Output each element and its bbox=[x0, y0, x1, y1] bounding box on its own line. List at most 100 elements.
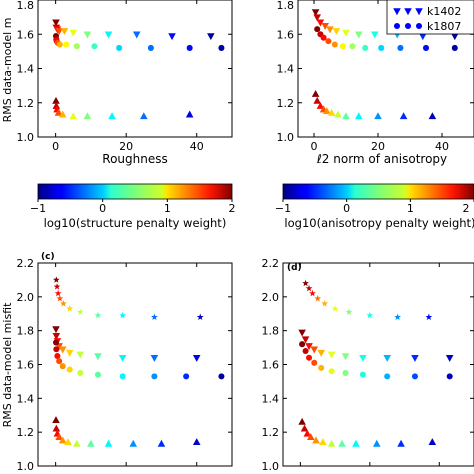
legend-marker-k1402 bbox=[393, 8, 401, 16]
data-point bbox=[58, 436, 67, 444]
data-point bbox=[366, 311, 374, 319]
ytick-label: 1.6 bbox=[277, 28, 295, 41]
panel-b-xlabel: ℓ2 norm of anisotropy bbox=[316, 152, 447, 166]
data-point bbox=[52, 416, 60, 424]
data-point bbox=[157, 439, 166, 447]
legend-marker-k1807 bbox=[393, 22, 401, 30]
legend-marker-k1807 bbox=[415, 22, 423, 30]
data-point bbox=[331, 305, 339, 312]
ytick-label: 1.6 bbox=[17, 359, 35, 372]
ytick-label: 1.4 bbox=[277, 63, 295, 76]
data-point bbox=[355, 31, 363, 39]
data-point bbox=[56, 358, 63, 365]
data-point bbox=[325, 38, 332, 45]
xtick-label: 20 bbox=[119, 140, 133, 153]
colorbar-anisotropy: −1 0 1 2 log10(anisotropy penalty weight) bbox=[275, 183, 474, 230]
ytick-label: 2.2 bbox=[17, 257, 35, 270]
colorbar-tick-label: 2 bbox=[463, 202, 470, 215]
data-point bbox=[52, 96, 60, 104]
data-point bbox=[298, 417, 306, 425]
data-point bbox=[338, 439, 346, 447]
ytick-label: 1.6 bbox=[17, 28, 35, 41]
data-point bbox=[316, 101, 325, 109]
panel-c: 1.0 1.2 1.4 1.6 1.8 2.0 2.2 (c) RMS data-model… bbox=[1, 252, 233, 473]
colorbar-tick-label: 2 bbox=[229, 202, 236, 215]
data-point bbox=[339, 43, 346, 50]
data-point bbox=[60, 28, 69, 36]
data-point bbox=[359, 371, 366, 378]
data-point bbox=[52, 339, 60, 346]
data-point bbox=[419, 33, 427, 41]
data-point bbox=[359, 355, 367, 362]
data-point bbox=[355, 112, 363, 120]
data-point bbox=[52, 424, 61, 432]
data-point bbox=[54, 108, 63, 116]
data-point bbox=[320, 34, 327, 41]
data-point bbox=[69, 29, 78, 37]
panel-d-label: (d) bbox=[287, 263, 302, 273]
data-point bbox=[300, 424, 309, 432]
xtick-label: 40 bbox=[435, 140, 449, 153]
data-point bbox=[451, 33, 459, 41]
panel-c-label: (c) bbox=[41, 252, 55, 262]
data-point bbox=[384, 373, 391, 380]
xtick-label: 0 bbox=[52, 140, 59, 153]
legend-marker-k1402 bbox=[415, 8, 423, 16]
data-point bbox=[312, 436, 320, 444]
data-point bbox=[73, 43, 80, 50]
data-point bbox=[321, 22, 329, 30]
data-point bbox=[150, 355, 159, 362]
xtick-label: 40 bbox=[190, 140, 204, 153]
data-point bbox=[140, 112, 148, 120]
ytick-label: 2.0 bbox=[262, 291, 280, 304]
data-point bbox=[328, 368, 335, 375]
data-point bbox=[196, 313, 204, 321]
ytick-label: 1.8 bbox=[17, 325, 35, 338]
data-point bbox=[104, 31, 113, 39]
data-point bbox=[55, 433, 63, 440]
data-point bbox=[446, 373, 453, 380]
data-point bbox=[326, 26, 334, 34]
data-point bbox=[52, 101, 61, 109]
data-point bbox=[298, 329, 306, 337]
data-point bbox=[218, 373, 225, 380]
ytick-label: 1.8 bbox=[262, 325, 280, 338]
legend-markers bbox=[393, 8, 423, 30]
panel-a-ylabel: RMS data-model m bbox=[1, 18, 14, 123]
data-point bbox=[54, 353, 61, 360]
data-point bbox=[383, 355, 391, 362]
data-point bbox=[116, 44, 123, 51]
ytick-label: 1.8 bbox=[277, 0, 295, 12]
panel-c-points bbox=[52, 276, 225, 447]
colorbar-tick-label: 0 bbox=[343, 202, 350, 215]
colorbar-tick-label: −1 bbox=[275, 202, 291, 215]
data-point bbox=[317, 349, 325, 357]
data-point bbox=[151, 373, 158, 380]
legend-marker-k1807 bbox=[404, 22, 412, 30]
data-point bbox=[66, 305, 74, 312]
panel-c-frame bbox=[37, 262, 233, 467]
data-point bbox=[186, 44, 193, 51]
data-point bbox=[323, 107, 331, 115]
data-point bbox=[218, 44, 225, 51]
colorbar-tick-label: −1 bbox=[30, 202, 46, 215]
data-point bbox=[334, 110, 342, 118]
data-point bbox=[301, 336, 310, 344]
data-point bbox=[59, 363, 66, 370]
data-point bbox=[58, 110, 67, 118]
ytick-label: 1.4 bbox=[262, 392, 280, 405]
legend-label-k1402: k1402 bbox=[427, 5, 461, 18]
data-point bbox=[192, 355, 201, 362]
data-point bbox=[94, 371, 101, 378]
data-point bbox=[352, 439, 360, 447]
ytick-label: 1.4 bbox=[17, 392, 35, 405]
data-point bbox=[331, 41, 338, 48]
data-point bbox=[378, 44, 385, 51]
panel-d-ticks: 1.0 1.2 1.4 1.6 1.8 2.0 2.2 bbox=[262, 257, 474, 473]
ytick-label: 1.0 bbox=[277, 131, 295, 144]
data-point bbox=[397, 439, 405, 447]
data-point bbox=[147, 44, 154, 51]
data-point bbox=[314, 26, 321, 33]
ytick-label: 1.8 bbox=[17, 0, 35, 12]
colorbar-tick-label: 1 bbox=[164, 202, 171, 215]
